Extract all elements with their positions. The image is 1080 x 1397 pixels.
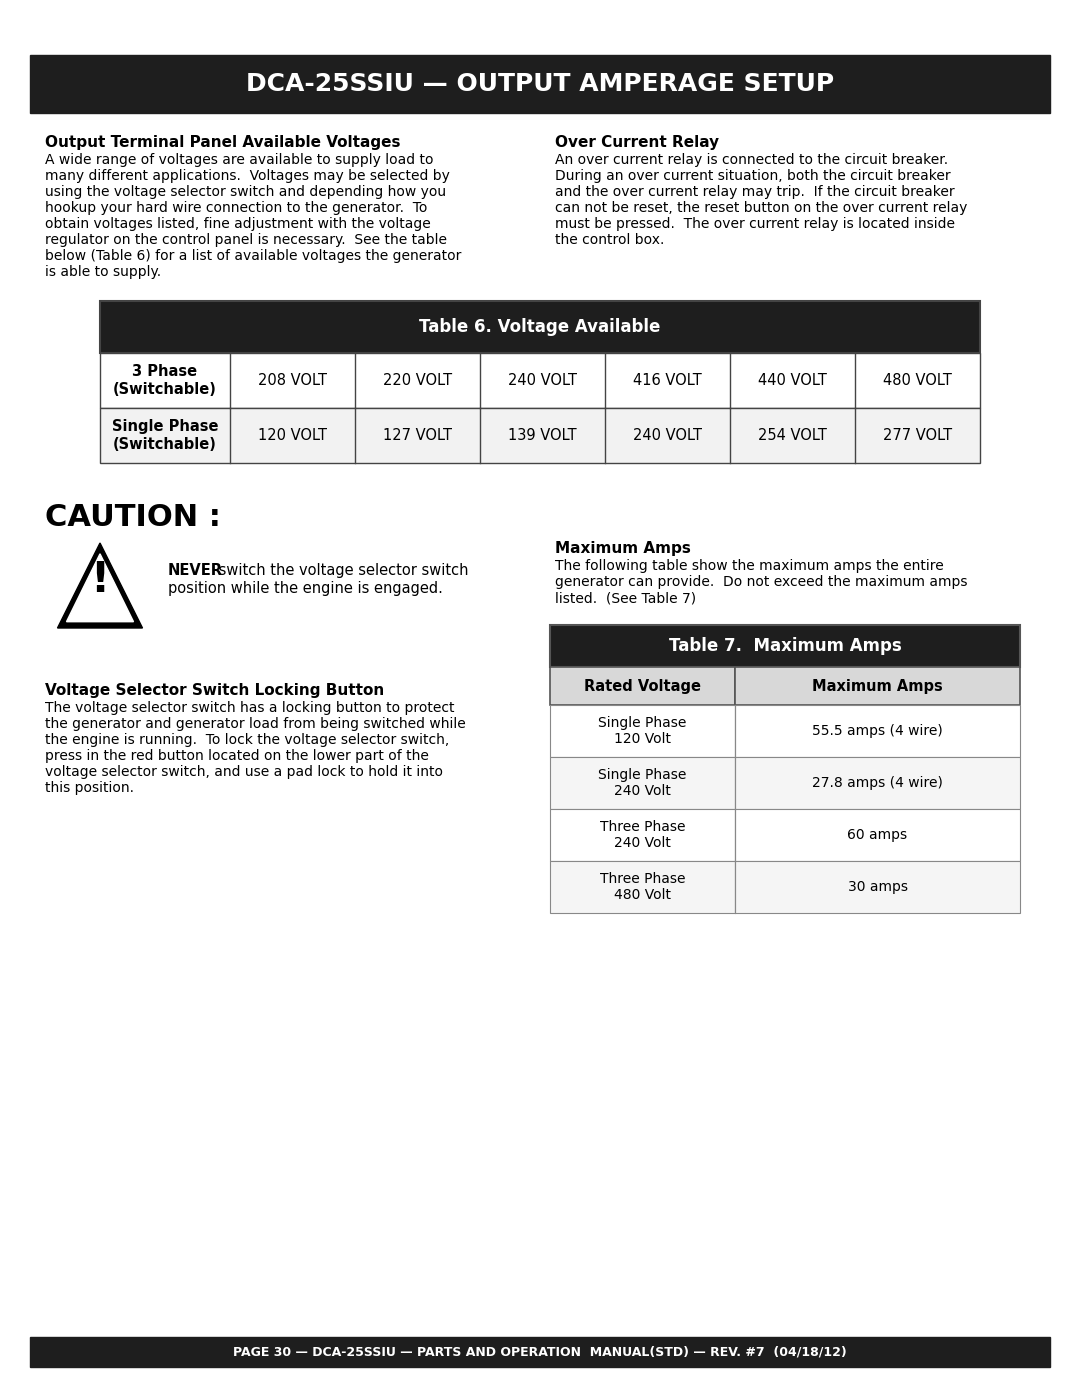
- Text: PAGE 30 — DCA-25SSIU — PARTS AND OPERATION  MANUAL(STD) — REV. #7  (04/18/12): PAGE 30 — DCA-25SSIU — PARTS AND OPERATI…: [233, 1345, 847, 1358]
- Bar: [550, 705, 735, 757]
- Polygon shape: [57, 543, 143, 629]
- Text: The voltage selector switch has a locking button to protect: The voltage selector switch has a lockin…: [45, 701, 455, 715]
- Text: Table 6. Voltage Available: Table 6. Voltage Available: [419, 319, 661, 337]
- Text: 416 VOLT: 416 VOLT: [633, 373, 702, 388]
- Bar: [550, 666, 735, 705]
- Text: An over current relay is connected to the circuit breaker.: An over current relay is connected to th…: [555, 154, 948, 168]
- Text: voltage selector switch, and use a pad lock to hold it into: voltage selector switch, and use a pad l…: [45, 766, 443, 780]
- Text: Over Current Relay: Over Current Relay: [555, 136, 719, 149]
- Bar: [735, 861, 1020, 914]
- Text: NEVER: NEVER: [168, 563, 222, 578]
- Text: Single Phase
120 Volt: Single Phase 120 Volt: [598, 715, 687, 746]
- Text: Rated Voltage: Rated Voltage: [584, 679, 701, 693]
- Text: 480 VOLT: 480 VOLT: [883, 373, 951, 388]
- Bar: [100, 408, 980, 462]
- Text: 440 VOLT: 440 VOLT: [758, 373, 827, 388]
- Text: is able to supply.: is able to supply.: [45, 265, 161, 279]
- Bar: [735, 757, 1020, 809]
- Bar: [30, 54, 1050, 113]
- Bar: [735, 809, 1020, 861]
- Text: The following table show the maximum amps the entire: The following table show the maximum amp…: [555, 559, 944, 573]
- Text: CAUTION :: CAUTION :: [45, 503, 221, 532]
- Text: hookup your hard wire connection to the generator.  To: hookup your hard wire connection to the …: [45, 201, 428, 215]
- Text: Maximum Amps: Maximum Amps: [555, 541, 691, 556]
- Text: 120 VOLT: 120 VOLT: [258, 427, 327, 443]
- Text: Maximum Amps: Maximum Amps: [812, 679, 943, 693]
- Text: many different applications.  Voltages may be selected by: many different applications. Voltages ma…: [45, 169, 450, 183]
- Text: 208 VOLT: 208 VOLT: [258, 373, 327, 388]
- Bar: [550, 861, 735, 914]
- Text: 55.5 amps (4 wire): 55.5 amps (4 wire): [812, 724, 943, 738]
- Text: can not be reset, the reset button on the over current relay: can not be reset, the reset button on th…: [555, 201, 968, 215]
- Text: 127 VOLT: 127 VOLT: [383, 427, 453, 443]
- Text: 139 VOLT: 139 VOLT: [509, 427, 577, 443]
- Text: Three Phase
240 Volt: Three Phase 240 Volt: [599, 820, 685, 851]
- Text: the generator and generator load from being switched while: the generator and generator load from be…: [45, 717, 465, 731]
- Text: this position.: this position.: [45, 781, 134, 795]
- Bar: [550, 757, 735, 809]
- Text: Single Phase
(Switchable): Single Phase (Switchable): [111, 419, 218, 451]
- Text: regulator on the control panel is necessary.  See the table: regulator on the control panel is necess…: [45, 233, 447, 247]
- Text: During an over current situation, both the circuit breaker: During an over current situation, both t…: [555, 169, 950, 183]
- Bar: [735, 666, 1020, 705]
- Text: A wide range of voltages are available to supply load to: A wide range of voltages are available t…: [45, 154, 433, 168]
- Text: 3 Phase
(Switchable): 3 Phase (Switchable): [113, 365, 217, 397]
- Text: 30 amps: 30 amps: [848, 880, 907, 894]
- Text: Three Phase
480 Volt: Three Phase 480 Volt: [599, 872, 685, 902]
- Text: obtain voltages listed, fine adjustment with the voltage: obtain voltages listed, fine adjustment …: [45, 217, 431, 231]
- Text: 240 VOLT: 240 VOLT: [633, 427, 702, 443]
- Text: Single Phase
240 Volt: Single Phase 240 Volt: [598, 768, 687, 798]
- Text: !: !: [91, 560, 109, 602]
- Text: generator can provide.  Do not exceed the maximum amps: generator can provide. Do not exceed the…: [555, 576, 968, 590]
- Text: 240 VOLT: 240 VOLT: [508, 373, 577, 388]
- Polygon shape: [67, 553, 134, 622]
- Text: 220 VOLT: 220 VOLT: [383, 373, 453, 388]
- Text: press in the red button located on the lower part of the: press in the red button located on the l…: [45, 749, 429, 763]
- Bar: [100, 300, 980, 353]
- Text: the engine is running.  To lock the voltage selector switch,: the engine is running. To lock the volta…: [45, 733, 449, 747]
- Text: the control box.: the control box.: [555, 233, 664, 247]
- Bar: [735, 705, 1020, 757]
- Text: below (Table 6) for a list of available voltages the generator: below (Table 6) for a list of available …: [45, 249, 461, 263]
- Text: 60 amps: 60 amps: [848, 828, 907, 842]
- Text: position while the engine is engaged.: position while the engine is engaged.: [168, 581, 443, 597]
- Text: 254 VOLT: 254 VOLT: [758, 427, 827, 443]
- Text: using the voltage selector switch and depending how you: using the voltage selector switch and de…: [45, 184, 446, 198]
- Text: Output Terminal Panel Available Voltages: Output Terminal Panel Available Voltages: [45, 136, 401, 149]
- Text: must be pressed.  The over current relay is located inside: must be pressed. The over current relay …: [555, 217, 955, 231]
- Bar: [550, 624, 1020, 666]
- Bar: [30, 1337, 1050, 1368]
- Text: switch the voltage selector switch: switch the voltage selector switch: [214, 563, 469, 578]
- Text: DCA-25SSIU — OUTPUT AMPERAGE SETUP: DCA-25SSIU — OUTPUT AMPERAGE SETUP: [246, 73, 834, 96]
- Text: Voltage Selector Switch Locking Button: Voltage Selector Switch Locking Button: [45, 683, 384, 698]
- Text: 277 VOLT: 277 VOLT: [883, 427, 953, 443]
- Bar: [100, 353, 980, 408]
- Text: listed.  (See Table 7): listed. (See Table 7): [555, 591, 697, 605]
- Bar: [550, 809, 735, 861]
- Text: Table 7.  Maximum Amps: Table 7. Maximum Amps: [669, 637, 902, 655]
- Text: and the over current relay may trip.  If the circuit breaker: and the over current relay may trip. If …: [555, 184, 955, 198]
- Text: 27.8 amps (4 wire): 27.8 amps (4 wire): [812, 775, 943, 789]
